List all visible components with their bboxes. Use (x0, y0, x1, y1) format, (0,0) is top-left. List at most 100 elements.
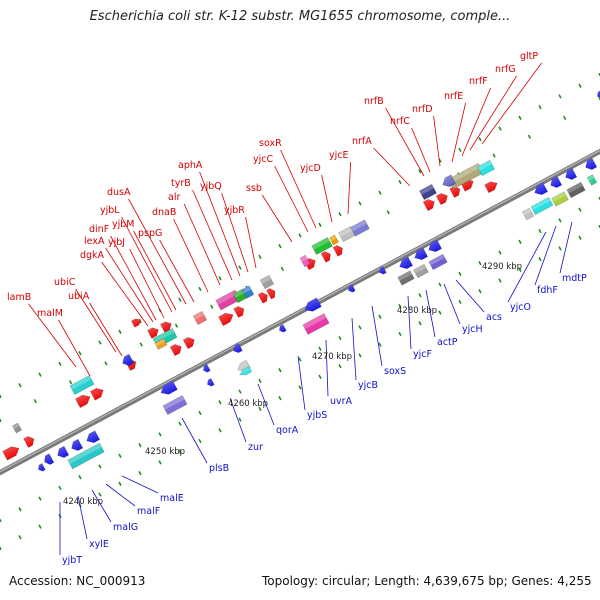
gene-box[interactable] (350, 219, 370, 237)
gene-label-ubiA[interactable]: ubiA (68, 291, 90, 302)
gene-label-nrfG[interactable]: nrfG (495, 64, 516, 75)
gene-label-pspG[interactable]: pspG (138, 228, 162, 239)
gene-arrow-reverse[interactable] (440, 174, 457, 189)
gene-box[interactable] (69, 374, 95, 396)
gene-arrow-reverse[interactable] (583, 157, 598, 172)
gene-box[interactable] (413, 263, 429, 279)
gene-arrow-reverse[interactable] (69, 438, 84, 453)
gene-box[interactable] (241, 285, 255, 299)
gene-label-nrfF[interactable]: nrfF (469, 76, 488, 87)
gene-label-dnaB[interactable]: dnaB (152, 207, 176, 218)
gene-arrow-forward[interactable] (23, 434, 37, 448)
gene-arrow-forward[interactable] (160, 320, 173, 333)
gene-label-xylE[interactable]: xylE (89, 539, 109, 550)
gene-label-malE[interactable]: malE (160, 493, 184, 504)
gene-arrow-reverse[interactable] (563, 167, 578, 182)
gene-arrow-forward[interactable] (233, 304, 247, 318)
gene-label-alr[interactable]: alr (168, 192, 180, 203)
gene-arrow-forward[interactable] (484, 179, 500, 194)
gene-arrow-forward[interactable] (218, 310, 235, 327)
gene-label-fdhF[interactable]: fdhF (537, 285, 558, 296)
gene-arrow-reverse[interactable] (232, 343, 243, 355)
gene-box[interactable] (397, 270, 415, 286)
gene-label-gltP[interactable]: gltP (520, 51, 538, 62)
gene-arrow-forward[interactable] (320, 250, 333, 263)
gene-arrow-forward[interactable] (169, 342, 184, 357)
gene-label-nrfE[interactable]: nrfE (444, 91, 463, 102)
gene-box[interactable] (428, 253, 448, 271)
gene-label-yjcE[interactable]: yjcE (329, 150, 349, 161)
gene-arrow-reverse[interactable] (202, 364, 211, 373)
gene-label-yjbL[interactable]: yjbL (100, 205, 120, 216)
gene-box[interactable] (12, 422, 22, 434)
gene-arrow-forward[interactable] (257, 291, 270, 304)
gene-label-nrfB[interactable]: nrfB (364, 96, 384, 107)
gene-arrow-reverse[interactable] (238, 366, 253, 378)
gene-box[interactable] (154, 338, 168, 350)
gene-box[interactable] (329, 234, 339, 246)
gene-arrow-forward[interactable] (147, 326, 160, 339)
gene-arrow-reverse[interactable] (37, 463, 46, 472)
gene-label-tyrB[interactable]: tyrB (171, 178, 191, 189)
gene-label-yjbS[interactable]: yjbS (307, 410, 327, 421)
gene-box[interactable] (302, 313, 330, 335)
gene-arrow-reverse[interactable] (206, 378, 215, 387)
gene-label-yjbM[interactable]: yjbM (112, 219, 135, 230)
gene-arrow-reverse[interactable] (42, 453, 55, 467)
gene-label-uvrA[interactable]: uvrA (330, 396, 353, 407)
gene-arrow-reverse[interactable] (548, 175, 563, 190)
gene-arrow-reverse[interactable] (278, 324, 287, 333)
gene-label-lexA[interactable]: lexA (84, 236, 105, 247)
gene-label-yjcC[interactable]: yjcC (253, 154, 273, 165)
gene-box[interactable] (521, 207, 535, 221)
gene-box[interactable] (192, 310, 208, 326)
gene-label-soxR[interactable]: soxR (259, 138, 282, 149)
gene-label-acs[interactable]: acs (486, 312, 502, 323)
gene-box[interactable] (566, 181, 586, 199)
gene-box[interactable] (551, 191, 569, 207)
gene-arrow-reverse[interactable] (412, 247, 429, 262)
gene-arrow-forward[interactable] (130, 317, 142, 328)
gene-arrow-reverse[interactable] (303, 297, 322, 314)
gene-label-yjcH[interactable]: yjcH (462, 324, 483, 335)
gene-arrow-reverse[interactable] (532, 182, 549, 197)
gene-label-aphA[interactable]: aphA (178, 160, 203, 171)
gene-label-yjbT[interactable]: yjbT (62, 555, 82, 566)
gene-label-dinF[interactable]: dinF (89, 224, 109, 235)
gene-box[interactable] (419, 183, 437, 201)
gene-label-malM[interactable]: malM (37, 308, 63, 319)
gene-label-nrfA[interactable]: nrfA (352, 136, 372, 147)
gene-features[interactable] (2, 90, 600, 472)
gene-label-yjcB[interactable]: yjcB (358, 380, 378, 391)
gene-label-yjbJ[interactable]: yjbJ (108, 237, 125, 248)
gene-label-yjcF[interactable]: yjcF (413, 349, 432, 360)
gene-box[interactable] (586, 174, 598, 186)
gene-label-yjcD[interactable]: yjcD (300, 163, 321, 174)
gene-arrow-reverse[interactable] (159, 380, 178, 397)
gene-label-malF[interactable]: malF (137, 506, 160, 517)
gene-box[interactable] (299, 254, 311, 268)
gene-label-ssb[interactable]: ssb (246, 183, 262, 194)
gene-label-soxS[interactable]: soxS (384, 366, 406, 377)
gene-arrow-reverse[interactable] (55, 445, 70, 460)
gene-arrow-forward[interactable] (182, 335, 197, 350)
gene-arrow-forward[interactable] (332, 244, 345, 257)
gene-arrow-reverse[interactable] (120, 353, 135, 368)
gene-label-dgkA[interactable]: dgkA (80, 250, 105, 261)
gene-arrow-reverse[interactable] (426, 239, 443, 254)
gene-label-qorA[interactable]: qorA (276, 425, 299, 436)
gene-label-plsB[interactable]: plsB (209, 463, 229, 474)
gene-label-nrfC[interactable]: nrfC (390, 116, 410, 127)
gene-label-ubiC[interactable]: ubiC (54, 277, 76, 288)
gene-label-dusA[interactable]: dusA (107, 187, 131, 198)
gene-box[interactable] (259, 274, 275, 290)
gene-arrow-reverse[interactable] (84, 430, 101, 445)
gene-box[interactable] (530, 196, 554, 216)
gene-box[interactable] (477, 159, 495, 177)
gene-label-nrfD[interactable]: nrfD (412, 104, 433, 115)
gene-label-yjcO[interactable]: yjcO (510, 302, 531, 313)
gene-arrow-forward[interactable] (89, 386, 105, 401)
gene-label-yjbR[interactable]: yjbR (224, 205, 245, 216)
gene-label-malG[interactable]: malG (113, 522, 138, 533)
